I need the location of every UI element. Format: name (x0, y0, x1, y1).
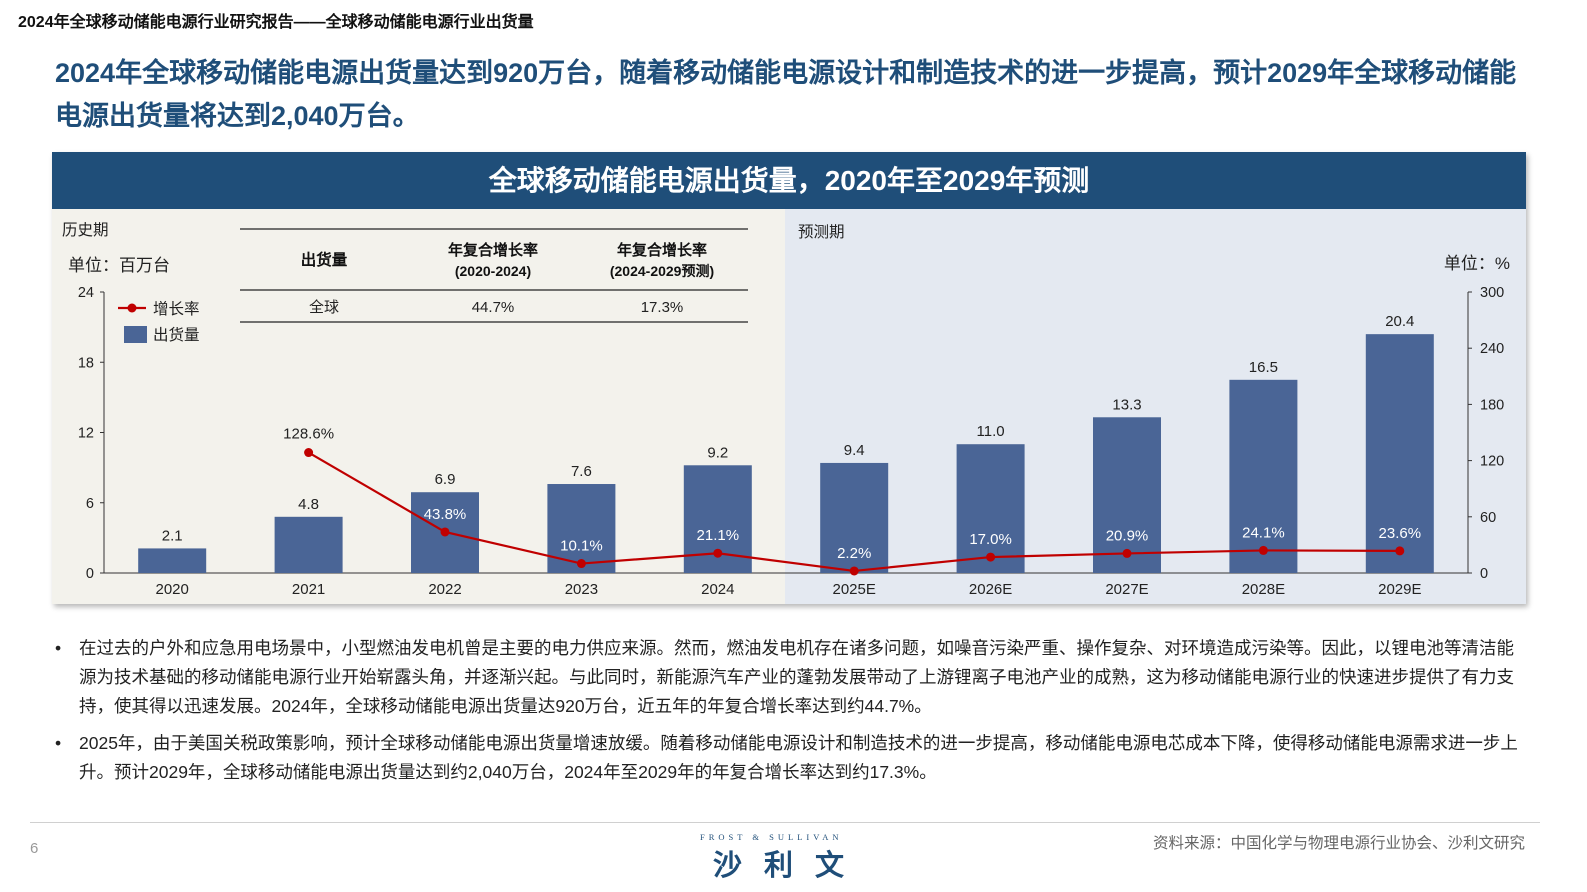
shipment-bar (138, 548, 207, 573)
growth-rate-label: 21.1% (697, 527, 740, 544)
bar-value-label: 16.5 (1249, 359, 1278, 376)
growth-rate-label: 20.9% (1106, 527, 1149, 544)
x-tick-label: 2027E (1105, 581, 1148, 598)
cagr-table-cell: 44.7% (472, 299, 515, 316)
growth-rate-point (849, 566, 859, 576)
right-tick-label: 0 (1480, 566, 1488, 582)
x-tick-label: 2022 (428, 581, 461, 598)
x-tick-label: 2029E (1378, 581, 1421, 598)
x-tick-label: 2026E (969, 581, 1012, 598)
commentary-item: • 在过去的户外和应急用电场景中，小型燃油发电机曾是主要的电力供应来源。然而，燃… (55, 634, 1525, 721)
bullet-icon: • (55, 733, 62, 753)
right-tick-label: 60 (1480, 510, 1496, 526)
chart-title: 全球移动储能电源出货量，2020年至2029年预测 (52, 152, 1526, 209)
growth-rate-point (440, 527, 450, 537)
shipment-bar (956, 444, 1025, 573)
bar-value-label: 2.1 (162, 527, 183, 544)
left-axis-unit: 单位：百万台 (68, 256, 170, 275)
shipment-bar (274, 516, 343, 573)
bar-value-label: 9.4 (844, 442, 865, 459)
cagr-table-cell: 17.3% (641, 299, 684, 316)
growth-rate-point (1258, 545, 1268, 555)
left-tick-label: 0 (86, 566, 94, 582)
left-tick-label: 18 (78, 355, 94, 371)
cagr-table-header: 年复合增长率 (448, 241, 538, 259)
left-tick-label: 12 (78, 426, 94, 442)
right-tick-label: 180 (1480, 397, 1504, 413)
shipment-bar (1093, 417, 1161, 573)
chart-panel: 全球移动储能电源出货量，2020年至2029年预测 历史期 预测期单位：百万台 单位… (52, 152, 1526, 604)
forecast-period-label: 预测期 (798, 223, 845, 241)
commentary-text: 2025年，由于美国关税政策影响，预计全球移动储能电源出货量增速放缓。随着移动储… (79, 733, 1518, 782)
growth-rate-point (1122, 548, 1132, 558)
right-tick-label: 300 (1480, 285, 1504, 301)
commentary-list: • 在过去的户外和应急用电场景中，小型燃油发电机曾是主要的电力供应来源。然而，燃… (55, 634, 1525, 795)
growth-rate-point (713, 548, 723, 558)
history-period-label: 历史期 (62, 221, 109, 239)
footer-divider (30, 822, 1540, 823)
shipment-bar (1229, 379, 1298, 573)
cagr-table-header: 出货量 (301, 250, 348, 269)
left-tick-label: 6 (86, 496, 94, 512)
legend-growth-label: 增长率 (153, 300, 200, 318)
bullet-icon: • (55, 638, 62, 658)
logo-chinese: 沙利文 (713, 850, 867, 882)
page-number: 6 (30, 840, 39, 857)
growth-rate-label: 10.1% (560, 538, 603, 555)
report-title: 2024年全球移动储能电源行业研究报告——全球移动储能电源行业出货量 (18, 14, 534, 31)
shipment-bar (1365, 334, 1434, 573)
legend-bar-swatch (124, 326, 147, 343)
source-note: 资料来源：中国化学与物理电源行业协会、沙利文研究 (1152, 835, 1525, 852)
cagr-table-header-sub: (2024-2029预测) (610, 263, 714, 279)
x-tick-label: 2025E (833, 581, 876, 598)
x-tick-label: 2020 (156, 581, 189, 598)
growth-rate-point (986, 552, 996, 562)
bar-value-label: 11.0 (977, 423, 1005, 440)
bar-value-label: 9.2 (707, 444, 728, 461)
bar-value-label: 4.8 (298, 496, 319, 513)
x-tick-label: 2023 (565, 581, 598, 598)
right-axis-unit: 单位：% (1444, 254, 1510, 273)
left-tick-label: 24 (78, 285, 94, 301)
growth-rate-point (576, 559, 586, 569)
shipment-bar (820, 462, 889, 573)
bar-value-label: 6.9 (435, 471, 456, 488)
growth-rate-label: 23.6% (1379, 525, 1422, 542)
bar-value-label: 13.3 (1112, 396, 1141, 413)
growth-rate-point (304, 448, 314, 458)
bar-value-label: 7.6 (571, 463, 592, 480)
growth-rate-label: 128.6% (283, 426, 334, 443)
x-tick-label: 2024 (701, 581, 734, 598)
page-headline: 2024年全球移动储能电源出货量达到920万台，随着移动储能电源设计和制造技术的… (55, 58, 1517, 131)
cagr-table-cell: 全球 (309, 298, 339, 316)
growth-rate-label: 2.2% (837, 545, 871, 562)
commentary-text: 在过去的户外和应急用电场景中，小型燃油发电机曾是主要的电力供应来源。然而，燃油发… (79, 638, 1514, 716)
bar-value-label: 20.4 (1385, 313, 1414, 330)
logo-english: FROST & SULLIVAN (700, 832, 843, 842)
growth-rate-label: 43.8% (424, 506, 467, 523)
right-tick-label: 240 (1480, 341, 1504, 357)
growth-rate-label: 24.1% (1242, 524, 1285, 541)
x-tick-label: 2021 (292, 581, 325, 598)
legend-shipment-label: 出货量 (153, 326, 200, 344)
right-tick-label: 120 (1480, 454, 1504, 470)
growth-rate-point (1395, 546, 1405, 556)
growth-rate-label: 17.0% (969, 531, 1012, 548)
cagr-table-header: 年复合增长率 (617, 241, 707, 259)
commentary-item: • 2025年，由于美国关税政策影响，预计全球移动储能电源出货量增速放缓。随着移… (55, 729, 1525, 787)
cagr-table-header-sub: (2020-2024) (455, 263, 531, 279)
x-tick-label: 2028E (1242, 581, 1285, 598)
legend-line-marker (127, 303, 137, 313)
